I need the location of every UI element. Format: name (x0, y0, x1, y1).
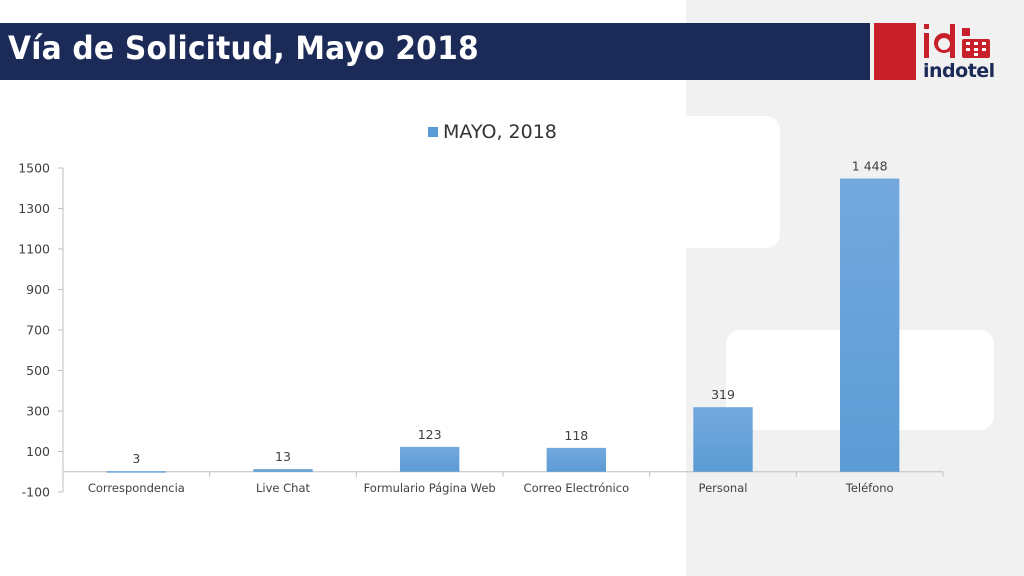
bar (546, 447, 607, 472)
legend-label: MAYO, 2018 (443, 121, 557, 143)
slide-title: Vía de Solicitud, Mayo 2018 (8, 29, 479, 67)
y-tick-label: 100 (26, 444, 50, 459)
data-label: 123 (418, 427, 442, 442)
y-tick-label: 300 (26, 404, 50, 419)
bar (106, 471, 167, 473)
y-tick-label: 900 (26, 282, 50, 297)
y-tick-label: 1500 (18, 161, 50, 176)
data-label: 13 (275, 449, 291, 464)
y-tick-label: 500 (26, 363, 50, 378)
legend-swatch (428, 127, 438, 137)
data-label: 1 448 (852, 159, 888, 174)
x-category-label: Live Chat (256, 481, 311, 495)
background-panel-card (640, 116, 780, 248)
y-tick-label: 1300 (18, 201, 50, 216)
bar (839, 178, 900, 472)
indotel-logo: indotel (920, 20, 1004, 84)
y-tick-label: 1100 (18, 242, 50, 257)
x-category-label: Formulario Página Web (364, 481, 496, 495)
logo-mark-icon (924, 24, 990, 58)
chart-legend: MAYO, 2018 (428, 121, 557, 143)
x-category-label: Correo Electrónico (524, 481, 630, 495)
logo-wordmark: indotel (923, 60, 995, 82)
x-category-label: Personal (699, 481, 748, 495)
bar (253, 469, 313, 472)
bar (693, 407, 753, 472)
x-category-label: Correspondencia (88, 481, 185, 495)
x-category-label: Teléfono (845, 481, 894, 495)
logo-red-block (874, 23, 916, 80)
bar (399, 446, 460, 472)
y-tick-label: -100 (22, 485, 50, 500)
data-label: 118 (564, 428, 588, 443)
data-label: 319 (711, 387, 735, 402)
y-tick-label: 700 (26, 323, 50, 338)
data-label: 3 (132, 451, 140, 466)
title-bar: Vía de Solicitud, Mayo 2018 (0, 23, 870, 80)
